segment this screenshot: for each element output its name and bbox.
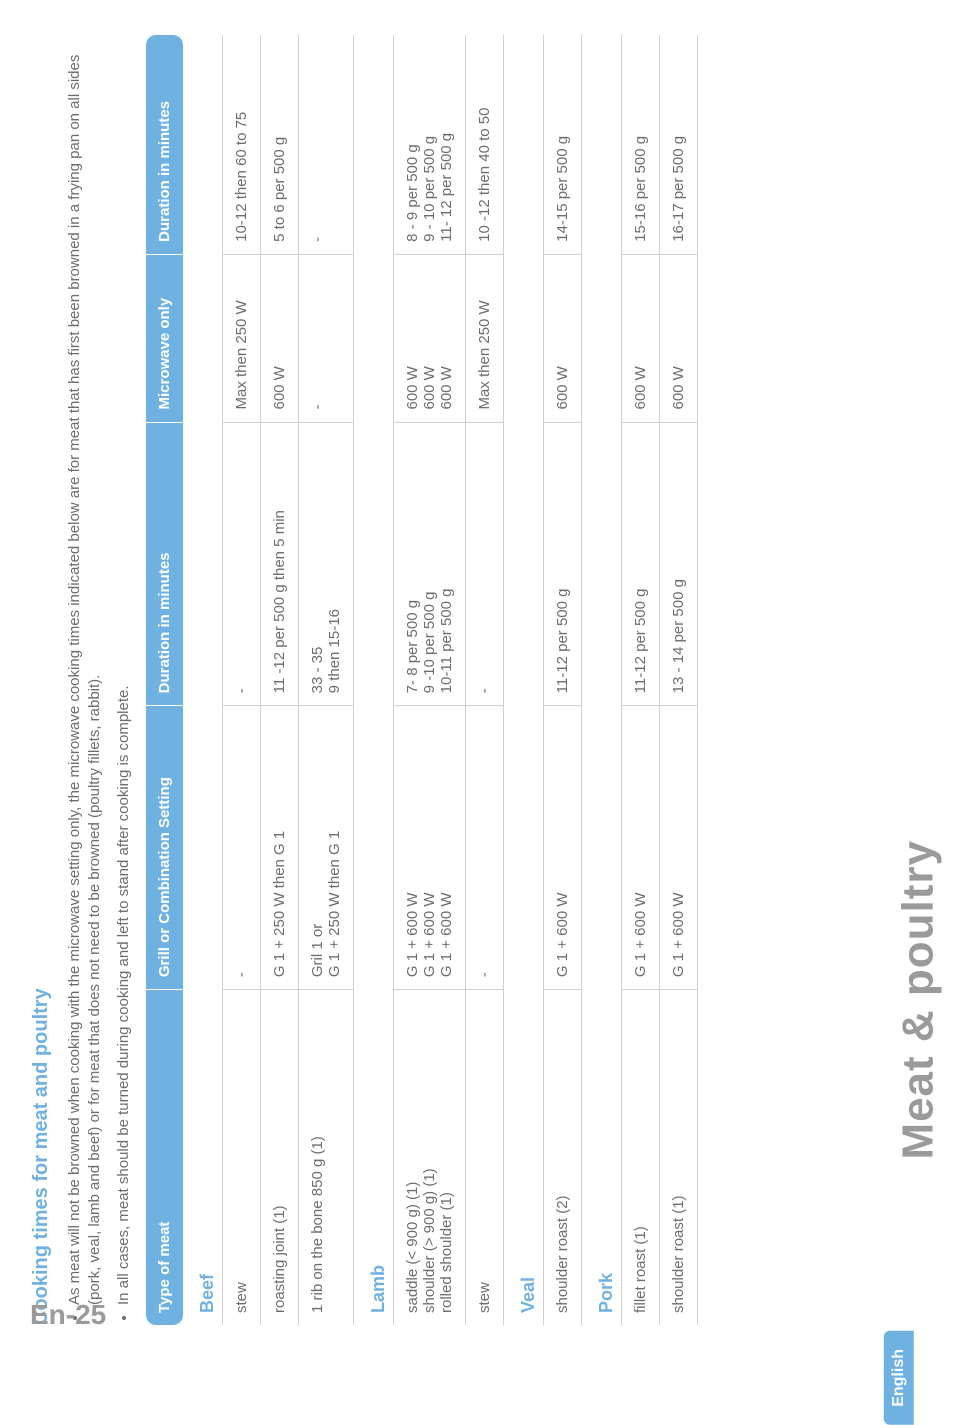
table-header: Type of meat [146,990,183,1325]
table-cell: stew [222,990,260,1325]
table-cell: 33 - 35 9 then 15-16 [298,422,353,706]
table-header: Duration in minutes [146,422,183,706]
table-cell: 15-16 per 500 g [621,35,659,254]
table-header: Duration in minutes [146,35,183,254]
table-cell: 1 rib on the bone 850 g (1) [298,990,353,1325]
table-cell: 600 W [543,254,581,422]
category-label: Lamb [353,35,393,1325]
table-row: shoulder roast (2)G 1 + 600 W11-12 per 5… [543,35,581,1325]
category-label: Veal [503,35,543,1325]
section-heading: Cooking times for meat and poultry [30,35,53,1325]
table-cell: roasting joint (1) [260,990,298,1325]
table-cell: 13 - 14 per 500 g [659,422,697,706]
table-row: roasting joint (1)G 1 + 250 W then G 111… [260,35,298,1325]
table-cell: G 1 + 250 W then G 1 [260,706,298,990]
category-row: Lamb [353,35,393,1325]
intro-bullets: As meat will not be browned when cooking… [65,35,134,1325]
table-cell: - [222,422,260,706]
table-cell: saddle (< 900 g) (1) shoulder (> 900 g) … [393,990,465,1325]
table-cell: - [298,254,353,422]
page-title: Meat & poultry [894,840,944,1160]
intro-bullet: In all cases, meat should be turned duri… [114,35,134,1305]
table-cell: 600 W [621,254,659,422]
table-cell: 11 -12 per 500 g then 5 min [260,422,298,706]
table-cell: Gril 1 or G 1 + 250 W then G 1 [298,706,353,990]
table-header-row: Type of meatGrill or Combination Setting… [146,35,183,1325]
table-row: 1 rib on the bone 850 g (1)Gril 1 or G 1… [298,35,353,1325]
table-cell: 600 W [659,254,697,422]
table-row: stew--Max then 250 W10-12 then 60 to 75 [222,35,260,1325]
table-row: shoulder roast (1)G 1 + 600 W13 - 14 per… [659,35,697,1325]
table-cell: G 1 + 600 W [543,706,581,990]
table-cell: stew [465,990,503,1325]
table-cell: G 1 + 600 W G 1 + 600 W G 1 + 600 W [393,706,465,990]
table-cell: G 1 + 600 W [659,706,697,990]
table-row: fillet roast (1)G 1 + 600 W11-12 per 500… [621,35,659,1325]
intro-bullet: As meat will not be browned when cooking… [65,35,106,1305]
table-cell: 8 - 9 per 500 g 9 - 10 per 500 g 11- 12 … [393,35,465,254]
table-cell: 10-12 then 60 to 75 [222,35,260,254]
table-cell: 5 to 6 per 500 g [260,35,298,254]
table-cell: 10 -12 then 40 to 50 [465,35,503,254]
table-header: Grill or Combination Setting [146,706,183,990]
table-cell: 11-12 per 500 g [621,422,659,706]
language-tab: English [884,1331,914,1425]
table-header: Microwave only [146,254,183,422]
table-cell: - [298,35,353,254]
category-row: Pork [581,35,621,1325]
category-row: Beef [183,35,223,1325]
table-cell: 14-15 per 500 g [543,35,581,254]
table-cell: G 1 + 600 W [621,706,659,990]
category-label: Pork [581,35,621,1325]
page-number: En-25 [30,1299,106,1331]
table-cell: 600 W [260,254,298,422]
table-cell: - [222,706,260,990]
table-cell: Max then 250 W [465,254,503,422]
table-cell: 11-12 per 500 g [543,422,581,706]
table-cell: 7- 8 per 500 g 9 -10 per 500 g 10-11 per… [393,422,465,706]
table-row: stew--Max then 250 W10 -12 then 40 to 50 [465,35,503,1325]
table-cell: - [465,422,503,706]
category-row: Veal [503,35,543,1325]
table-row: saddle (< 900 g) (1) shoulder (> 900 g) … [393,35,465,1325]
table-cell: 600 W 600 W 600 W [393,254,465,422]
table-cell: shoulder roast (1) [659,990,697,1325]
cooking-table: Type of meatGrill or Combination Setting… [146,35,698,1325]
table-cell: fillet roast (1) [621,990,659,1325]
table-cell: Max then 250 W [222,254,260,422]
main-content: Cooking times for meat and poultry As me… [30,35,698,1325]
table-cell: shoulder roast (2) [543,990,581,1325]
category-label: Beef [183,35,223,1325]
table-cell: 16-17 per 500 g [659,35,697,254]
table-cell: - [465,706,503,990]
